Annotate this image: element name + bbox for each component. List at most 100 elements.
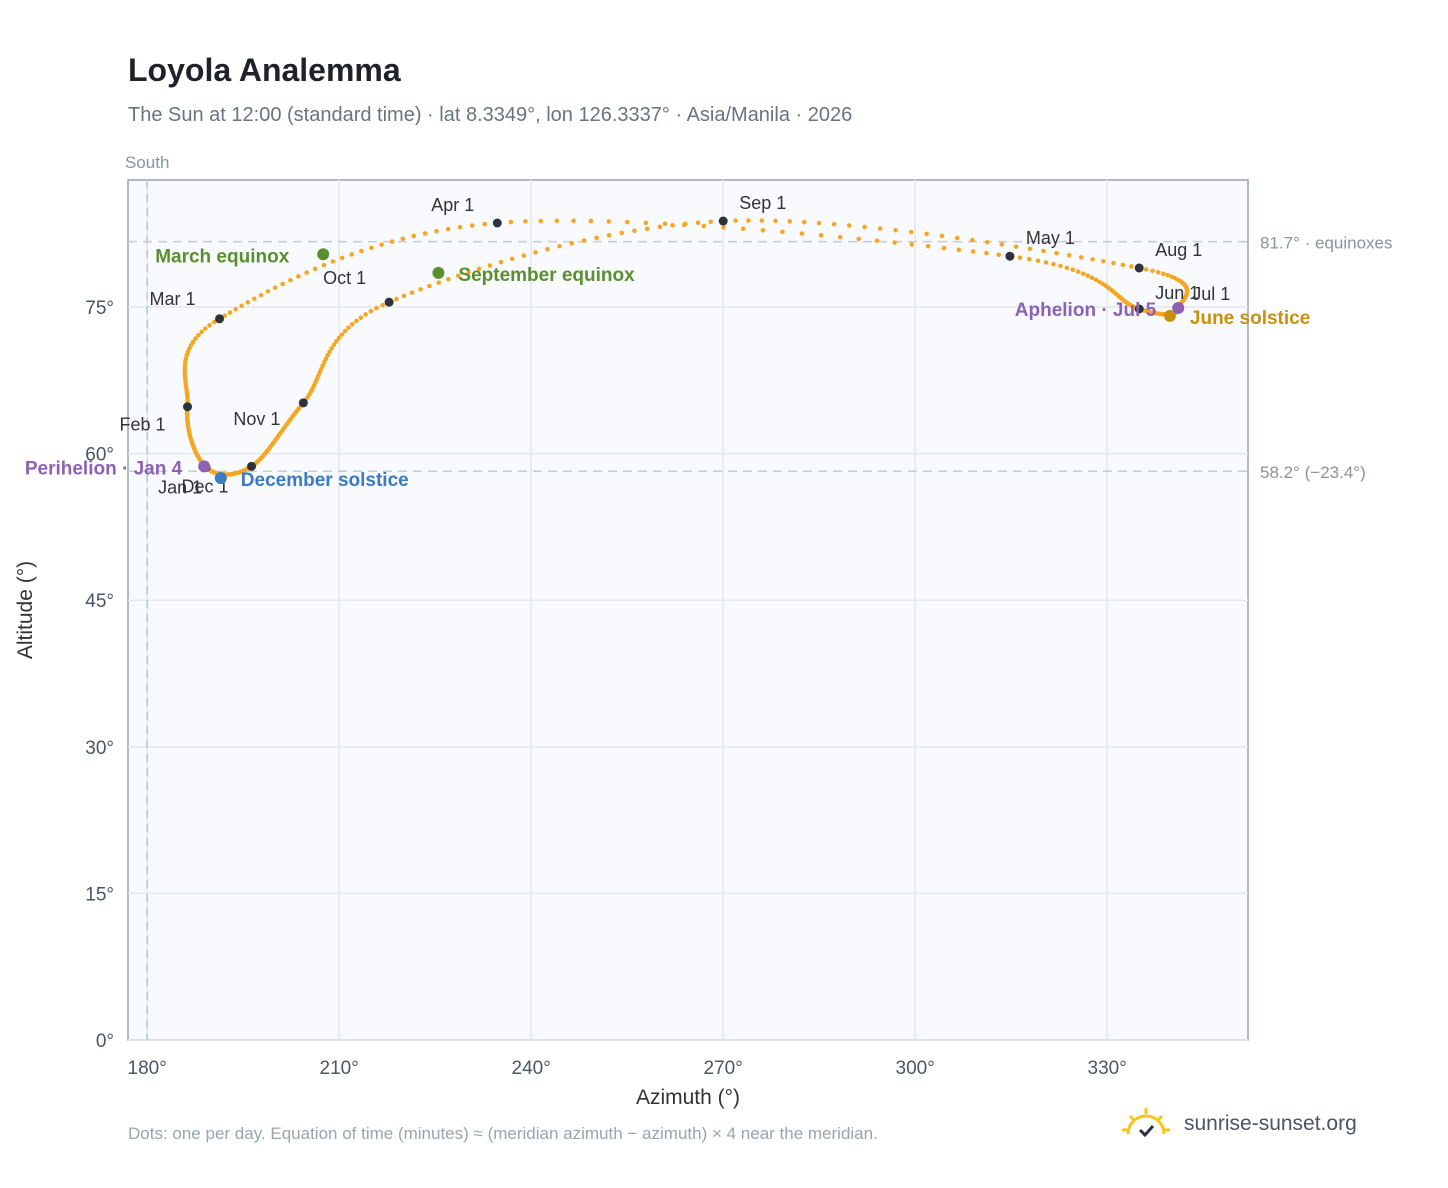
month-label: Feb 1	[120, 415, 166, 435]
daily-dot	[368, 308, 374, 314]
event-markers: March equinox September equinox June solst…	[25, 246, 1310, 491]
daily-dot	[233, 306, 239, 312]
daily-dot	[321, 262, 327, 268]
daily-dot	[831, 221, 837, 227]
daily-dot	[455, 273, 461, 279]
daily-dot	[336, 335, 342, 341]
event-marker	[198, 460, 211, 473]
y-tick-label: 30°	[85, 738, 114, 759]
daily-dot	[594, 235, 599, 241]
daily-dot	[196, 333, 201, 338]
daily-dot	[211, 319, 217, 325]
month-marker	[298, 398, 308, 408]
daily-dot	[312, 266, 318, 272]
month-marker	[718, 216, 728, 226]
y-tick-label: 75°	[85, 298, 114, 319]
daily-dot	[434, 228, 439, 234]
event-marker	[214, 472, 227, 485]
daily-dot	[272, 285, 278, 290]
daily-dot	[1075, 269, 1081, 275]
month-label: Oct 1	[323, 268, 366, 288]
daily-dot	[457, 224, 463, 230]
daily-dot	[695, 220, 701, 225]
daily-dot	[1143, 267, 1149, 272]
month-label: Apr 1	[431, 195, 474, 215]
daily-dot	[1129, 264, 1134, 269]
daily-dot	[773, 218, 778, 224]
daily-dot	[363, 312, 368, 317]
direction-label: South	[125, 153, 169, 172]
daily-dot	[323, 356, 329, 362]
reference-line-label: 58.2° (−23.4°)	[1260, 463, 1366, 482]
daily-dot	[984, 239, 990, 245]
x-tick-label: 270°	[704, 1058, 743, 1079]
daily-dot	[358, 315, 364, 320]
daily-dot	[657, 224, 663, 230]
brand-logo[interactable]: sunrise-sunset.org	[1120, 1104, 1357, 1144]
daily-dot	[1155, 269, 1161, 275]
daily-dot	[331, 342, 337, 348]
daily-dot	[1090, 257, 1095, 262]
daily-dot	[411, 233, 417, 239]
daily-dot	[970, 237, 975, 243]
daily-dot	[632, 228, 637, 234]
daily-dot	[996, 252, 1001, 258]
daily-dot	[954, 235, 960, 241]
daily-dot	[606, 233, 612, 238]
daily-dot	[1150, 268, 1155, 274]
daily-dot	[521, 253, 527, 258]
month-label: Jul 1	[1192, 284, 1230, 304]
plot-area	[127, 179, 1249, 1041]
daily-dot	[369, 245, 374, 251]
daily-dot	[469, 223, 475, 228]
y-tick-label: 0°	[96, 1031, 114, 1052]
daily-dot	[349, 321, 355, 327]
daily-dot	[379, 242, 384, 247]
daily-dot	[787, 219, 793, 224]
daily-dot	[400, 236, 406, 242]
daily-dot	[1043, 260, 1049, 265]
daily-dot	[466, 270, 471, 275]
daily-dot	[190, 339, 196, 345]
daily-dot	[349, 252, 354, 257]
daily-dot	[342, 328, 348, 334]
month-marker	[247, 461, 257, 471]
daily-dot	[799, 231, 805, 236]
event-marker	[317, 248, 330, 261]
daily-dot	[581, 238, 587, 243]
event-marker	[1172, 302, 1185, 315]
daily-dot	[1017, 255, 1023, 260]
daily-dot	[1160, 271, 1166, 277]
daily-dot	[846, 223, 852, 228]
daily-dot	[956, 247, 962, 253]
daily-dot	[1078, 255, 1084, 260]
daily-dot	[1120, 262, 1126, 268]
daily-dot	[893, 227, 898, 233]
daily-dot	[394, 296, 399, 302]
daily-dot	[1070, 267, 1076, 273]
month-marker	[492, 218, 502, 228]
daily-dot	[422, 231, 428, 236]
daily-dot	[1058, 263, 1063, 269]
reference-line-label: 81.7° · equinoxes	[1260, 234, 1393, 253]
daily-dot	[862, 224, 867, 230]
month-marker	[1134, 304, 1144, 314]
daily-dot	[265, 289, 271, 294]
daily-dot	[251, 296, 257, 302]
daily-dot	[970, 249, 976, 254]
daily-dot	[1101, 259, 1106, 264]
month-label: Jan 1	[158, 477, 202, 497]
daily-dot	[1027, 246, 1033, 252]
month-label: Aug 1	[1155, 240, 1202, 260]
daily-dot	[508, 219, 514, 225]
event-marker	[432, 266, 445, 279]
month-marker	[215, 314, 225, 324]
daily-dot	[482, 221, 487, 227]
daily-dot	[1013, 244, 1019, 249]
daily-dot	[984, 250, 989, 256]
daily-dot	[304, 270, 309, 275]
month-marker	[183, 402, 193, 412]
daily-dot	[837, 234, 843, 240]
daily-dot	[436, 280, 442, 285]
grid-lines	[128, 180, 1248, 1041]
